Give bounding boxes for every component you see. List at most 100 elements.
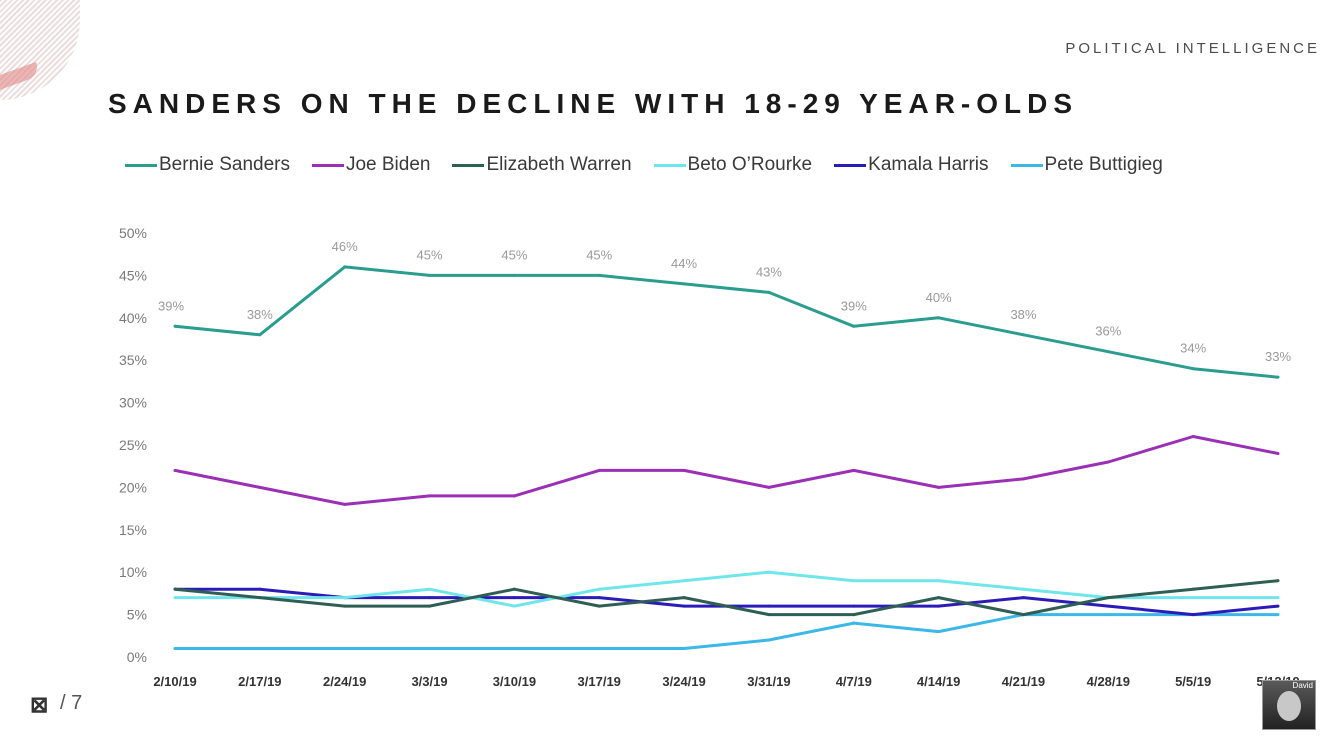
webcam-thumbnail: David — [1262, 680, 1316, 730]
y-tick-label: 45% — [119, 267, 147, 283]
y-tick-label: 40% — [119, 310, 147, 326]
legend-label: Bernie Sanders — [159, 154, 290, 175]
data-point-biden — [767, 485, 771, 489]
data-point-warren — [767, 613, 771, 617]
data-label: 39% — [841, 298, 867, 313]
data-point-orourke — [937, 579, 941, 583]
data-label: 44% — [671, 256, 697, 271]
data-point-sanders — [1276, 375, 1280, 379]
data-point-orourke — [1191, 596, 1195, 600]
data-point-buttigieg — [1106, 613, 1110, 617]
data-point-sanders — [258, 333, 262, 337]
data-point-sanders — [1191, 367, 1195, 371]
data-label: 46% — [332, 239, 358, 254]
y-tick-label: 15% — [119, 522, 147, 538]
data-point-orourke — [343, 596, 347, 600]
data-point-sanders — [1021, 333, 1025, 337]
webcam-label: David — [1292, 681, 1313, 690]
x-tick-label: 3/31/19 — [747, 674, 790, 689]
y-tick-label: 50% — [119, 225, 147, 241]
data-point-warren — [1106, 596, 1110, 600]
legend-label: Pete Buttigieg — [1044, 154, 1163, 175]
chart-title: SANDERS ON THE DECLINE WITH 18-29 YEAR-O… — [108, 88, 1079, 119]
data-point-orourke — [682, 579, 686, 583]
data-point-warren — [852, 613, 856, 617]
y-tick-label: 35% — [119, 352, 147, 368]
y-tick-label: 25% — [119, 437, 147, 453]
data-point-orourke — [512, 604, 516, 608]
data-point-buttigieg — [428, 647, 432, 651]
data-point-warren — [597, 604, 601, 608]
data-point-sanders — [512, 273, 516, 277]
data-label: 45% — [501, 247, 527, 262]
data-point-orourke — [1276, 596, 1280, 600]
series-line-buttigieg — [175, 613, 1278, 650]
y-tick-label: 0% — [127, 649, 147, 665]
m-logo-icon: ⊠ — [30, 692, 49, 717]
data-point-warren — [258, 596, 262, 600]
legend-swatch — [834, 163, 867, 167]
y-tick-label: 30% — [119, 395, 147, 411]
data-point-biden — [682, 468, 686, 472]
data-point-harris — [597, 596, 601, 600]
data-point-buttigieg — [597, 647, 601, 651]
series-line-sanders — [174, 265, 1279, 379]
data-point-warren — [1191, 587, 1195, 591]
series-line-warren — [174, 579, 1279, 617]
data-point-warren — [937, 596, 941, 600]
data-point-harris — [428, 596, 432, 600]
data-point-biden — [1191, 435, 1195, 439]
data-point-biden — [597, 468, 601, 472]
series-line-orourke — [175, 570, 1278, 608]
data-point-buttigieg — [512, 647, 516, 651]
series-line-harris — [175, 587, 1279, 617]
x-tick-label: 2/10/19 — [153, 674, 196, 689]
data-point-sanders — [682, 282, 686, 286]
data-point-biden — [1021, 477, 1025, 481]
legend-swatch — [653, 163, 686, 167]
legend-swatch — [1010, 163, 1043, 167]
data-point-biden — [343, 502, 347, 506]
x-tick-label: 2/24/19 — [323, 674, 366, 689]
x-tick-label: 4/28/19 — [1087, 674, 1130, 689]
data-label: 40% — [926, 290, 952, 305]
data-point-sanders — [852, 324, 856, 328]
x-tick-label: 2/17/19 — [238, 674, 281, 689]
data-point-warren — [343, 604, 347, 608]
data-point-biden — [173, 468, 177, 472]
data-point-buttigieg — [682, 647, 686, 651]
data-point-harris — [1276, 604, 1280, 608]
x-tick-label: 3/3/19 — [411, 674, 447, 689]
data-point-harris — [1021, 596, 1025, 600]
data-point-biden — [512, 494, 516, 498]
data-point-orourke — [428, 587, 432, 591]
data-point-harris — [852, 604, 856, 608]
data-label: 39% — [158, 298, 184, 313]
brand-label: POLITICAL INTELLIGENCE — [1065, 40, 1320, 57]
x-tick-label: 4/14/19 — [917, 674, 960, 689]
data-point-buttigieg — [173, 647, 177, 651]
data-point-orourke — [767, 570, 771, 574]
page-number: / 7 — [60, 692, 83, 714]
data-point-harris — [1106, 604, 1110, 608]
data-point-warren — [1021, 613, 1025, 617]
legend-item-warren: Elizabeth Warren — [452, 154, 632, 176]
data-label: 38% — [1010, 307, 1036, 322]
legend-item-harris: Kamala Harris — [834, 154, 989, 176]
data-point-buttigieg — [767, 638, 771, 642]
x-tick-label: 3/17/19 — [578, 674, 621, 689]
data-point-biden — [1106, 460, 1110, 464]
data-label: 38% — [247, 307, 273, 322]
data-point-biden — [852, 468, 856, 472]
data-point-sanders — [597, 273, 601, 277]
data-point-warren — [173, 587, 177, 591]
data-point-orourke — [173, 596, 177, 600]
data-point-harris — [767, 604, 771, 608]
data-label: 34% — [1180, 341, 1206, 356]
data-point-orourke — [852, 579, 856, 583]
data-point-warren — [682, 596, 686, 600]
y-tick-label: 10% — [119, 564, 147, 580]
legend-swatch — [452, 163, 485, 167]
data-point-warren — [428, 604, 432, 608]
data-label: 33% — [1265, 349, 1291, 364]
